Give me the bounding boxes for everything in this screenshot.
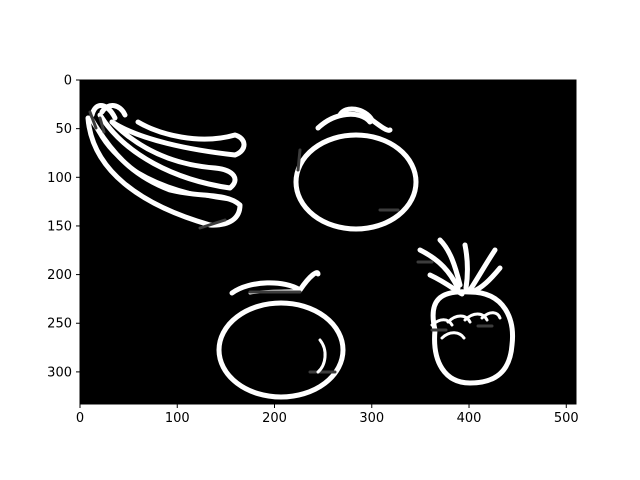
x-tick-label: 300 [359, 411, 384, 426]
x-tick-label: 100 [165, 411, 190, 426]
y-tick-label: 300 [47, 365, 72, 380]
image-area [80, 80, 576, 404]
y-tick-label: 100 [47, 171, 72, 186]
tomato-outline [216, 270, 346, 400]
banana-outline [85, 103, 247, 230]
y-axis: 0 50 100 150 200 250 300 [47, 74, 80, 380]
x-tick-label: 200 [262, 411, 287, 426]
y-tick-label: 0 [64, 74, 72, 89]
x-tick-label: 400 [457, 411, 482, 426]
x-tick-label: 500 [554, 411, 579, 426]
apple-outline [293, 106, 419, 232]
x-tick-label: 0 [76, 411, 84, 426]
y-tick-label: 50 [55, 122, 72, 137]
y-tick-label: 200 [47, 268, 72, 283]
pineapple-outline [416, 237, 515, 386]
axes-frame [79, 79, 577, 405]
y-tick-label: 250 [47, 317, 72, 332]
x-axis: 0 100 200 300 400 500 [76, 404, 579, 426]
y-tick-label: 150 [47, 219, 72, 234]
